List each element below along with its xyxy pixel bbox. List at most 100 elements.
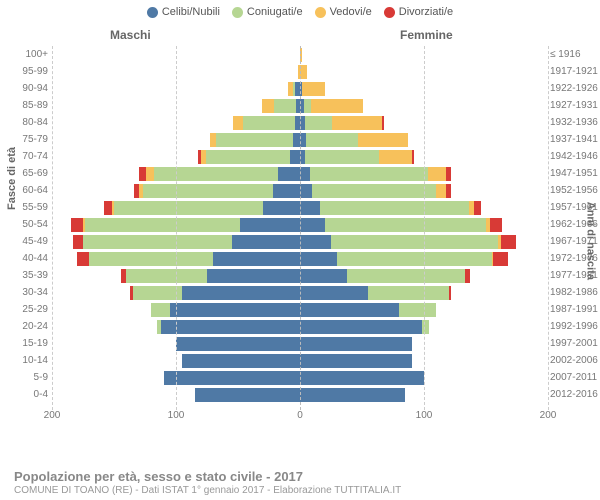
birth-year-label: 2002-2006 — [550, 355, 600, 366]
age-label: 80-84 — [14, 117, 48, 128]
bar-segment — [146, 167, 153, 181]
legend-swatch — [232, 7, 243, 18]
bar-segment — [428, 167, 447, 181]
legend-item: Coniugati/e — [232, 6, 303, 18]
birth-year-label: 1932-1936 — [550, 117, 600, 128]
bar-female — [300, 388, 405, 402]
bar-segment — [176, 337, 300, 351]
bar-segment — [446, 184, 451, 198]
bar-segment — [182, 354, 300, 368]
bar-female — [300, 320, 429, 334]
bar-segment — [331, 235, 498, 249]
bar-segment — [77, 252, 89, 266]
bar-segment — [310, 167, 428, 181]
bar-female — [300, 303, 436, 317]
legend-item: Vedovi/e — [315, 6, 372, 18]
bar-male — [130, 286, 300, 300]
bar-segment — [302, 82, 324, 96]
age-label: 100+ — [14, 49, 48, 60]
bar-segment — [89, 252, 213, 266]
bar-female — [300, 337, 412, 351]
bar-segment — [399, 303, 436, 317]
birth-year-label: 1957-1961 — [550, 202, 600, 213]
bar-segment — [449, 286, 451, 300]
bar-segment — [262, 99, 274, 113]
bar-male — [164, 371, 300, 385]
bar-segment — [304, 99, 311, 113]
bar-segment — [126, 269, 207, 283]
bar-male — [151, 303, 300, 317]
bar-segment — [300, 65, 307, 79]
bar-segment — [312, 184, 436, 198]
x-tick-label: 200 — [44, 410, 61, 421]
bar-female — [300, 65, 307, 79]
bar-female — [300, 82, 325, 96]
birth-year-label: 1987-1991 — [550, 304, 600, 315]
age-label: 65-69 — [14, 168, 48, 179]
bar-male — [176, 337, 300, 351]
gridline — [424, 46, 425, 410]
bar-female — [300, 269, 470, 283]
plot-area: 100+≤ 191695-991917-192190-941922-192685… — [52, 46, 548, 436]
bar-segment — [151, 303, 170, 317]
bar-male — [134, 184, 300, 198]
bar-segment — [358, 133, 408, 147]
bar-segment — [263, 201, 300, 215]
legend: Celibi/NubiliConiugati/eVedovi/eDivorzia… — [0, 0, 600, 20]
bar-segment — [290, 150, 300, 164]
bar-male — [262, 99, 300, 113]
bar-segment — [300, 354, 412, 368]
bar-segment — [422, 320, 429, 334]
birth-year-label: 1977-1981 — [550, 270, 600, 281]
legend-swatch — [147, 7, 158, 18]
bar-segment — [300, 218, 325, 232]
bar-segment — [170, 303, 300, 317]
x-tick-label: 0 — [297, 410, 303, 421]
age-label: 55-59 — [14, 202, 48, 213]
bar-segment — [300, 269, 347, 283]
bar-segment — [300, 201, 320, 215]
bar-female — [300, 371, 424, 385]
birth-year-label: 1942-1946 — [550, 151, 600, 162]
birth-year-label: 1927-1931 — [550, 100, 600, 111]
bar-female — [300, 235, 516, 249]
bar-segment — [474, 201, 481, 215]
gridline — [52, 46, 53, 410]
legend-item: Divorziati/e — [384, 6, 453, 18]
bar-segment — [368, 286, 449, 300]
bar-male — [104, 201, 300, 215]
bar-male — [195, 388, 300, 402]
bar-segment — [382, 116, 384, 130]
birth-year-label: 2012-2016 — [550, 389, 600, 400]
bar-male — [233, 116, 300, 130]
bar-segment — [274, 99, 296, 113]
bar-segment — [164, 371, 300, 385]
bar-segment — [139, 167, 146, 181]
x-tick-label: 100 — [416, 410, 433, 421]
header-female: Femmine — [400, 28, 453, 42]
age-label: 45-49 — [14, 236, 48, 247]
birth-year-label: 1992-1996 — [550, 321, 600, 332]
bar-segment — [243, 116, 295, 130]
bar-female — [300, 133, 408, 147]
bar-female — [300, 286, 451, 300]
age-label: 70-74 — [14, 151, 48, 162]
bar-segment — [325, 218, 486, 232]
birth-year-label: 1947-1951 — [550, 168, 600, 179]
legend-label: Vedovi/e — [330, 6, 372, 18]
bar-segment — [300, 320, 422, 334]
x-tick-label: 100 — [168, 410, 185, 421]
bar-female — [300, 184, 451, 198]
age-label: 60-64 — [14, 185, 48, 196]
bar-segment — [300, 303, 399, 317]
age-label: 10-14 — [14, 355, 48, 366]
bar-female — [300, 252, 508, 266]
age-label: 75-79 — [14, 134, 48, 145]
bar-female — [300, 354, 412, 368]
bar-male — [73, 235, 300, 249]
bar-female — [300, 167, 451, 181]
age-label: 95-99 — [14, 66, 48, 77]
chart-footer: Popolazione per età, sesso e stato civil… — [14, 469, 590, 496]
bar-segment — [465, 269, 470, 283]
bar-segment — [293, 133, 300, 147]
